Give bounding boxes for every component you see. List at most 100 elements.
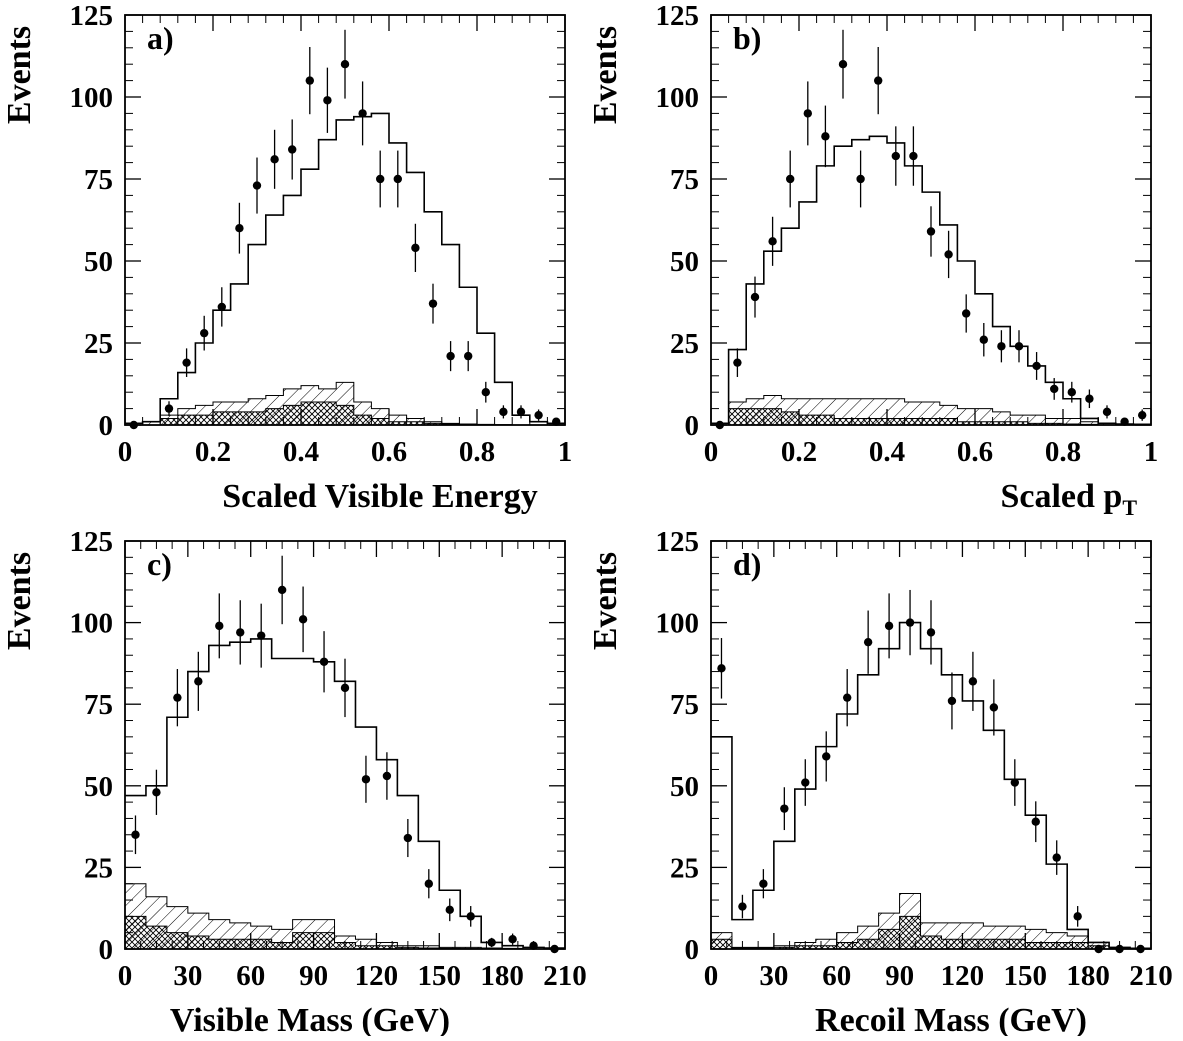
plot-frame [124,14,566,426]
x-tick-label: 0.4 [283,436,319,468]
data-point [288,145,297,154]
y-axis-label: Events [587,26,624,124]
y-tick-label: 125 [656,526,700,558]
x-tick-label: 30 [173,960,202,992]
y-axis-label: Events [587,552,624,650]
x-tick-label: 210 [543,960,587,992]
x-tick-label: 0 [118,960,133,992]
background-hatched-histogram [124,883,565,950]
data-point [717,664,726,673]
data-point [1102,407,1112,417]
data-point [358,109,367,118]
data-point [884,621,894,631]
data-point [821,132,830,141]
x-axis-label: Scaled Visible Energy [222,478,537,515]
data-point [252,181,262,190]
y-tick-label: 25 [670,852,699,884]
data-point [256,631,266,640]
data-point [200,328,209,338]
plot-frame [710,14,1152,426]
x-tick-label: 60 [236,960,265,992]
data-point [786,174,795,184]
x-tick-label: 180 [1066,960,1110,992]
data-point [277,585,287,595]
x-tick-label: 0.4 [869,436,905,468]
x-tick-label: 150 [418,960,462,992]
data-point [323,96,332,105]
data-point [464,351,473,361]
data-point [997,342,1006,351]
y-tick-label: 25 [670,328,699,360]
y-tick-label: 50 [670,246,699,278]
data-point [487,938,496,947]
data-point [305,76,314,85]
data-point [768,237,777,246]
y-tick-label: 50 [84,771,113,803]
data-point [499,407,508,417]
data-point [1010,778,1020,787]
data-point [738,902,747,911]
plot-frame [124,540,566,950]
data-point [979,335,988,344]
y-tick-label: 75 [84,164,113,196]
data-point [552,417,561,426]
data-point [803,109,812,118]
data-point [270,155,279,164]
x-tick-label: 0.6 [957,436,993,468]
data-point [1050,384,1059,394]
data-point [909,151,918,161]
data-point [968,677,978,686]
x-tick-label: 0.2 [781,436,817,468]
x-tick-label: 1 [558,436,573,468]
x-tick-label: 90 [885,960,914,992]
y-tick-label: 0 [685,934,700,966]
x-tick-label: 90 [299,960,328,992]
data-point [905,618,915,627]
data-point [319,657,329,666]
y-tick-label: 75 [670,689,699,721]
data-point [759,879,768,888]
y-tick-label: 100 [656,82,700,114]
panel-d: 0 25 50 75 100 125 0 30 60 90 120 150 180 210 d) Events… [587,526,1173,1039]
data-point [1073,912,1082,921]
x-axis-label-subscript: T [1122,495,1137,520]
panel-label: c) [147,546,172,582]
data-point [215,621,224,631]
x-axis-label: Recoil Mass (GeV) [815,1002,1087,1036]
data-point [424,879,434,888]
x-tick-label: 150 [1004,960,1048,992]
data-point [194,677,203,686]
data-point [131,830,140,839]
data-point [962,309,971,318]
y-tick-label: 100 [656,608,700,640]
data-point [733,358,742,367]
data-point [508,935,517,944]
data-point [217,302,226,312]
data-point [1067,388,1077,397]
x-tick-label: 0 [118,436,133,468]
x-tick-label: 0.2 [195,436,231,468]
data-point [382,771,392,781]
data-point [534,410,543,420]
x-tick-label: 0.8 [1045,436,1081,468]
data-point [1120,417,1129,426]
y-tick-label: 25 [84,852,113,884]
y-tick-label: 125 [70,526,114,558]
y-axis-label: Events [1,552,38,650]
x-axis-label: Scaled pT [1000,478,1137,520]
data-point [801,778,810,787]
data-point [856,174,865,184]
data-point [164,404,174,413]
y-tick-label: 0 [685,410,700,442]
data-point [376,174,385,184]
data-point [822,752,831,761]
y-tick-label: 125 [656,0,700,32]
data-point [863,637,873,647]
mc-total-histogram [125,112,565,425]
data-point [1031,817,1040,826]
x-tick-label: 210 [1129,960,1173,992]
data-point [236,628,245,637]
x-tick-label: 1 [1144,436,1159,468]
data-point [944,250,953,259]
